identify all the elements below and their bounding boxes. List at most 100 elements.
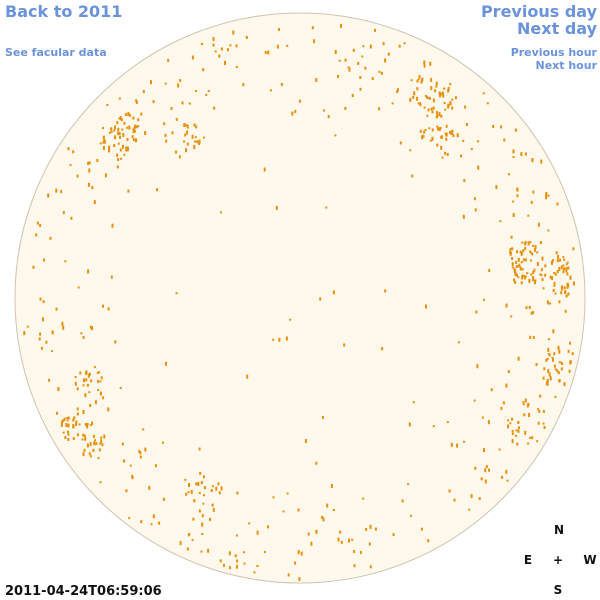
facular-speck xyxy=(286,492,289,495)
facular-speck xyxy=(444,108,447,111)
facular-speck xyxy=(527,214,530,217)
facular-speck xyxy=(352,48,355,52)
facular-speck xyxy=(183,140,185,143)
facular-speck xyxy=(535,363,538,366)
facular-speck xyxy=(505,303,508,308)
facular-speck xyxy=(562,264,565,267)
facular-speck xyxy=(340,23,342,28)
facular-speck xyxy=(51,350,54,353)
facular-speck xyxy=(100,436,103,439)
facular-speck xyxy=(63,417,66,421)
facular-speck xyxy=(528,279,531,283)
facular-speck xyxy=(378,70,381,73)
facular-speck xyxy=(119,148,122,152)
facular-speck xyxy=(434,89,437,93)
facular-speck xyxy=(94,439,96,442)
facular-speck xyxy=(211,485,214,488)
facular-speck xyxy=(139,455,142,459)
facular-speck xyxy=(381,347,384,351)
facular-speck xyxy=(195,125,198,129)
facular-speck xyxy=(485,465,488,469)
facular-speck xyxy=(209,517,211,521)
facular-speck xyxy=(183,123,186,127)
facular-speck xyxy=(104,173,107,178)
facular-speck xyxy=(351,538,354,541)
facular-speck xyxy=(353,550,356,553)
facular-speck xyxy=(107,307,110,311)
facular-speck xyxy=(541,278,544,281)
next-day-link[interactable]: Next day xyxy=(517,19,598,38)
facular-speck xyxy=(118,97,121,100)
facular-speck xyxy=(187,491,190,494)
facular-speck xyxy=(278,28,280,31)
facular-speck xyxy=(558,379,561,382)
facular-speck xyxy=(512,156,515,158)
facular-speck xyxy=(519,250,522,254)
facular-speck xyxy=(429,139,432,142)
facular-speck xyxy=(407,483,410,486)
facular-speck xyxy=(573,281,575,286)
facular-speck xyxy=(450,130,453,135)
facular-speck xyxy=(81,438,84,441)
facular-speck xyxy=(440,136,443,139)
facular-speck xyxy=(121,128,124,131)
facular-speck xyxy=(135,99,138,103)
facular-speck xyxy=(501,475,504,479)
facular-points xyxy=(23,23,575,582)
facular-speck xyxy=(83,448,86,452)
facular-speck xyxy=(369,44,372,49)
facular-speck xyxy=(567,292,570,296)
facular-speck xyxy=(110,130,113,133)
facular-speck xyxy=(549,275,552,279)
facular-speck xyxy=(323,109,326,112)
facular-speck xyxy=(532,311,535,315)
facular-speck xyxy=(427,539,430,543)
facular-speck xyxy=(541,256,544,261)
facular-speck xyxy=(567,283,570,288)
facular-speck xyxy=(188,483,190,487)
facular-speck xyxy=(122,144,124,149)
facular-speck xyxy=(556,259,559,263)
facular-speck xyxy=(399,141,402,145)
previous-day-link[interactable]: Previous day xyxy=(481,2,598,21)
facular-speck xyxy=(102,136,105,140)
facular-speck xyxy=(76,433,79,437)
previous-hour-link[interactable]: Previous hour xyxy=(511,46,598,59)
facular-speck xyxy=(315,529,318,534)
facular-speck xyxy=(423,106,426,109)
facular-speck xyxy=(452,134,455,138)
facular-speck xyxy=(114,135,117,140)
back-link[interactable]: Back to 2011 xyxy=(5,2,122,21)
facular-speck xyxy=(340,540,343,544)
facular-speck xyxy=(163,122,166,126)
facular-link[interactable]: See facular data xyxy=(5,46,107,59)
facular-speck xyxy=(191,55,194,60)
facular-speck xyxy=(275,205,278,210)
facular-speck xyxy=(218,491,221,495)
facular-speck xyxy=(558,349,561,354)
facular-speck xyxy=(42,317,44,322)
facular-speck xyxy=(565,270,568,273)
facular-speck xyxy=(511,417,513,421)
facular-speck xyxy=(125,147,128,152)
facular-speck xyxy=(96,159,99,162)
facular-speck xyxy=(542,422,545,425)
facular-speck xyxy=(509,422,512,425)
facular-speck xyxy=(359,75,362,79)
facular-speck xyxy=(165,361,167,366)
next-hour-link[interactable]: Next hour xyxy=(536,59,598,72)
facular-speck xyxy=(202,502,205,505)
facular-speck xyxy=(110,275,113,279)
facular-speck xyxy=(191,134,194,139)
facular-speck xyxy=(322,517,325,522)
compass-east: E xyxy=(524,553,532,567)
facular-speck xyxy=(310,541,313,546)
facular-speck xyxy=(456,133,459,138)
facular-speck xyxy=(236,491,239,495)
facular-speck xyxy=(86,424,89,429)
facular-speck xyxy=(531,252,534,256)
facular-speck xyxy=(82,452,85,457)
facular-speck xyxy=(436,111,438,114)
facular-speck xyxy=(192,517,195,521)
facular-speck xyxy=(289,318,292,321)
